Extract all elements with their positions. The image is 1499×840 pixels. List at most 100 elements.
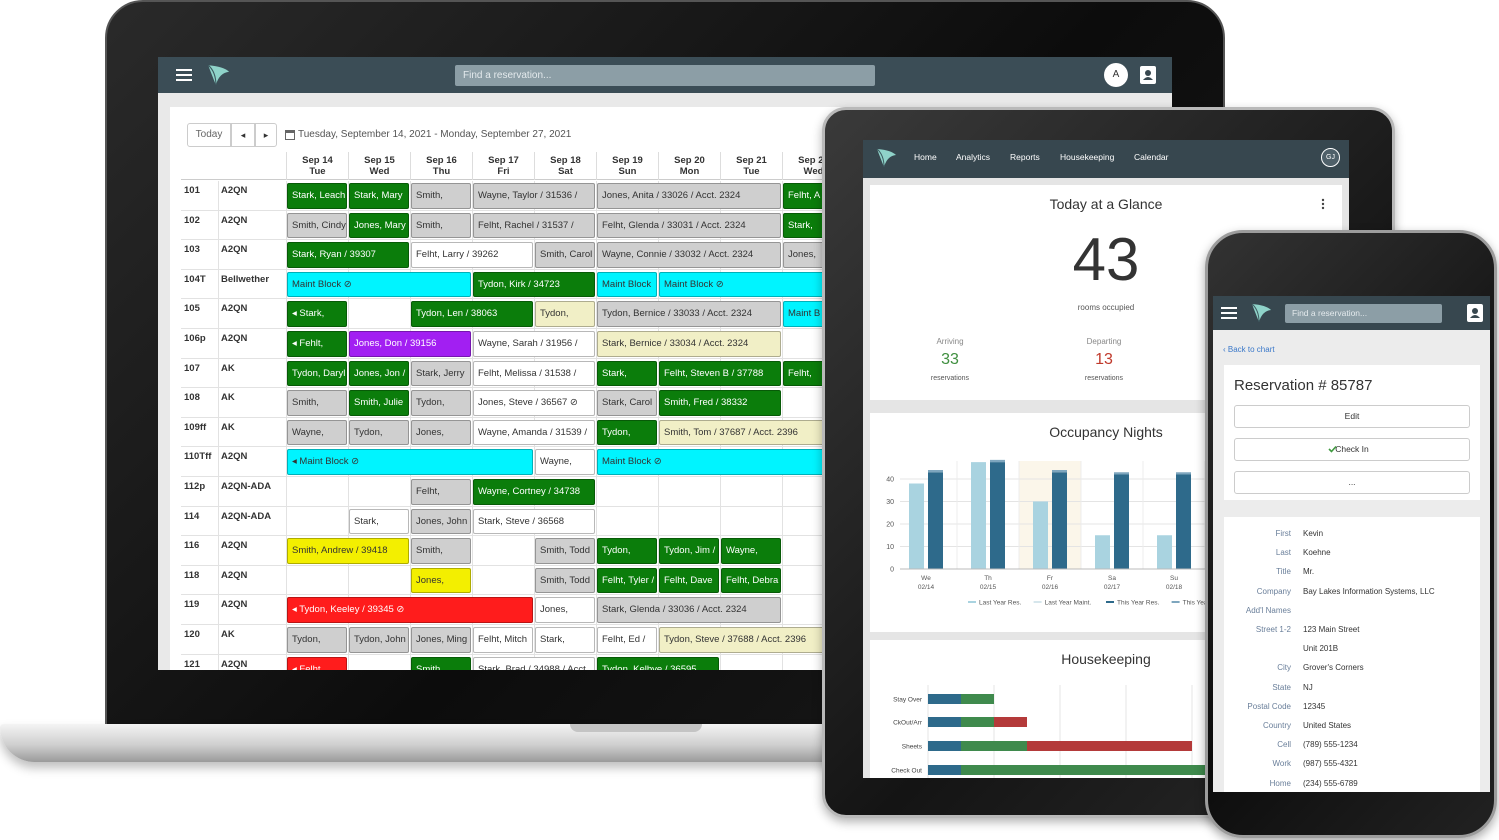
occupied-count: 43: [1072, 226, 1140, 293]
y-tick-label: Stay Over: [893, 697, 923, 704]
reservation[interactable]: Felht, Melissa / 31538 /: [473, 360, 595, 387]
reservation[interactable]: Wayne, Taylor / 31536 /: [473, 183, 595, 209]
nav-item[interactable]: Analytics: [956, 152, 991, 162]
reservation[interactable]: ◂ Tydon, Keeley / 39345 ⊘: [287, 597, 533, 623]
reservation[interactable]: Smith, Todd: [535, 567, 595, 594]
action-button[interactable]: Check In: [1234, 438, 1470, 461]
reservation[interactable]: Jones,: [411, 419, 471, 446]
reservation[interactable]: Tydon,: [411, 390, 471, 416]
y-tick-label: 30: [886, 499, 894, 506]
nav-item[interactable]: Reports: [1010, 152, 1040, 162]
reservation[interactable]: Wayne, Amanda / 31539 /: [473, 419, 595, 446]
reservation[interactable]: Wayne,: [287, 419, 347, 446]
reservation[interactable]: ◂ Fehlt,: [287, 331, 347, 357]
room-type: AK: [221, 421, 235, 433]
reservation[interactable]: Tydon,: [597, 419, 657, 446]
reservation[interactable]: Smith,: [411, 183, 471, 209]
reservation[interactable]: Tydon,: [597, 538, 657, 564]
reservation[interactable]: Wayne, Connie / 33032 / Acct. 2324: [597, 242, 781, 268]
reservation[interactable]: Jones, John: [411, 508, 471, 535]
reservation[interactable]: Smith, Todd: [535, 538, 595, 564]
reservation[interactable]: Wayne,: [535, 449, 595, 475]
reservation[interactable]: Stark, Carol: [597, 390, 657, 416]
back-link[interactable]: ‹ Back to chart: [1223, 345, 1275, 354]
reservation[interactable]: Smith,: [287, 390, 347, 416]
reservation[interactable]: Stark,: [349, 508, 409, 535]
occupancy-chart: 0 10 20 30 40 We 02/14 Th 02/15 Fr 02/16 Sa 02/17 Su 0…: [886, 459, 1333, 607]
reservation[interactable]: Smith, Julie: [349, 390, 409, 416]
reservation[interactable]: Tydon, Daryl: [287, 360, 347, 387]
reservation[interactable]: Stark, Ryan / 39307: [287, 242, 409, 268]
reservation[interactable]: Tydon, Len / 38063: [411, 301, 533, 327]
reservation[interactable]: Wayne, Sarah / 31956 /: [473, 331, 595, 357]
bar: [1176, 472, 1191, 475]
reservation[interactable]: Jones, Ming: [411, 627, 471, 653]
reservation[interactable]: Smith,: [411, 656, 471, 670]
reservation[interactable]: Stark, Leach: [287, 183, 347, 209]
reservation[interactable]: ◂ Maint Block ⊘: [287, 449, 533, 475]
reservation[interactable]: Smith, Carol: [535, 242, 595, 268]
reservation[interactable]: Jones, Anita / 33026 / Acct. 2324: [597, 183, 781, 209]
reservation[interactable]: Jones,: [535, 597, 595, 623]
day-weekday: Mon: [679, 166, 700, 177]
reservation[interactable]: Felht, Glenda / 33031 / Acct. 2324: [597, 212, 781, 239]
reservation[interactable]: Stark, Glenda / 33036 / Acct. 2324: [597, 597, 781, 623]
day-date: Sep 16: [426, 155, 457, 166]
reservation[interactable]: Jones, Steve / 36567 ⊘: [473, 390, 595, 416]
reservation[interactable]: Smith, Tom / 37687 / Acct. 2396: [659, 419, 843, 446]
reservation[interactable]: Felht,: [411, 479, 471, 505]
reservation[interactable]: Tydon, Bernice / 33033 / Acct. 2324: [597, 301, 781, 327]
nav-item[interactable]: Calendar: [1134, 152, 1169, 162]
x-tick-label: Su: [1170, 575, 1178, 582]
reservation[interactable]: Tydon,: [349, 419, 409, 446]
reservation[interactable]: ◂ Stark,: [287, 301, 347, 327]
reservation[interactable]: Felht, Steven B / 37788: [659, 360, 781, 387]
reservation[interactable]: Felht, Ed /: [597, 627, 657, 653]
bar: [928, 741, 961, 751]
reservation[interactable]: Tydon,: [287, 627, 347, 653]
reservation[interactable]: Felht, Tyler /: [597, 567, 657, 594]
action-button[interactable]: Edit: [1234, 405, 1470, 428]
next-button[interactable]: ▸: [255, 123, 277, 147]
reservation[interactable]: Smith, Andrew / 39418: [287, 538, 409, 564]
reservation[interactable]: Tydon,: [535, 301, 595, 327]
reservation[interactable]: Stark, Steve / 36568: [473, 508, 595, 535]
reservation[interactable]: Maint Block: [597, 271, 657, 298]
reservation[interactable]: Felht, Rachel / 31537 /: [473, 212, 595, 239]
reservation[interactable]: Stark, Mary: [349, 183, 409, 209]
reservation[interactable]: Tydon, Steve / 37688 / Acct. 2396: [659, 627, 843, 653]
reservation[interactable]: Stark, Bernice / 33034 / Acct. 2324: [597, 331, 781, 357]
reservation[interactable]: Tydon, Kirk / 34723: [473, 271, 595, 298]
reservation[interactable]: Smith, Cindy: [287, 212, 347, 239]
reservation[interactable]: Stark, Brad / 34988 / Acct: [473, 656, 595, 670]
reservation[interactable]: ◂ Felht,: [287, 656, 347, 670]
reservation[interactable]: Stark,: [535, 627, 595, 653]
reservation[interactable]: Jones, Mary: [349, 212, 409, 239]
reservation[interactable]: Smith,: [411, 538, 471, 564]
reservation[interactable]: Tydon, Kelbye / 36595: [597, 656, 719, 670]
reservation[interactable]: Felht, Larry / 39262: [411, 242, 533, 268]
nav-item[interactable]: Housekeeping: [1060, 152, 1115, 162]
reservation[interactable]: Smith, Fred / 38332: [659, 390, 781, 416]
reservation[interactable]: Jones, Jon /: [349, 360, 409, 387]
reservation[interactable]: Tydon, John: [349, 627, 409, 653]
reservation[interactable]: Maint Block ⊘: [659, 271, 843, 298]
reservation[interactable]: Jones,: [411, 567, 471, 594]
action-button[interactable]: ...: [1234, 471, 1470, 494]
reservation[interactable]: Jones, Don / 39156: [349, 331, 471, 357]
reservation[interactable]: Smith,: [411, 212, 471, 239]
reservation[interactable]: Felht, Dave: [659, 567, 719, 594]
today-button[interactable]: Today: [187, 123, 231, 147]
nav-item[interactable]: Home: [914, 152, 937, 162]
prev-button[interactable]: ◂: [231, 123, 255, 147]
reservation[interactable]: Maint Block ⊘: [597, 449, 843, 475]
reservation[interactable]: Felht, Mitch: [473, 627, 533, 653]
reservation[interactable]: Wayne, Cortney / 34738: [473, 479, 595, 505]
reservation[interactable]: Wayne,: [721, 538, 781, 564]
y-tick-label: 20: [886, 522, 894, 529]
reservation[interactable]: Stark, Jerry: [411, 360, 471, 387]
reservation[interactable]: Stark,: [597, 360, 657, 387]
reservation[interactable]: Maint Block ⊘: [287, 271, 471, 298]
reservation[interactable]: Felht, Debra: [721, 567, 781, 594]
reservation[interactable]: Tydon, Jim /: [659, 538, 719, 564]
